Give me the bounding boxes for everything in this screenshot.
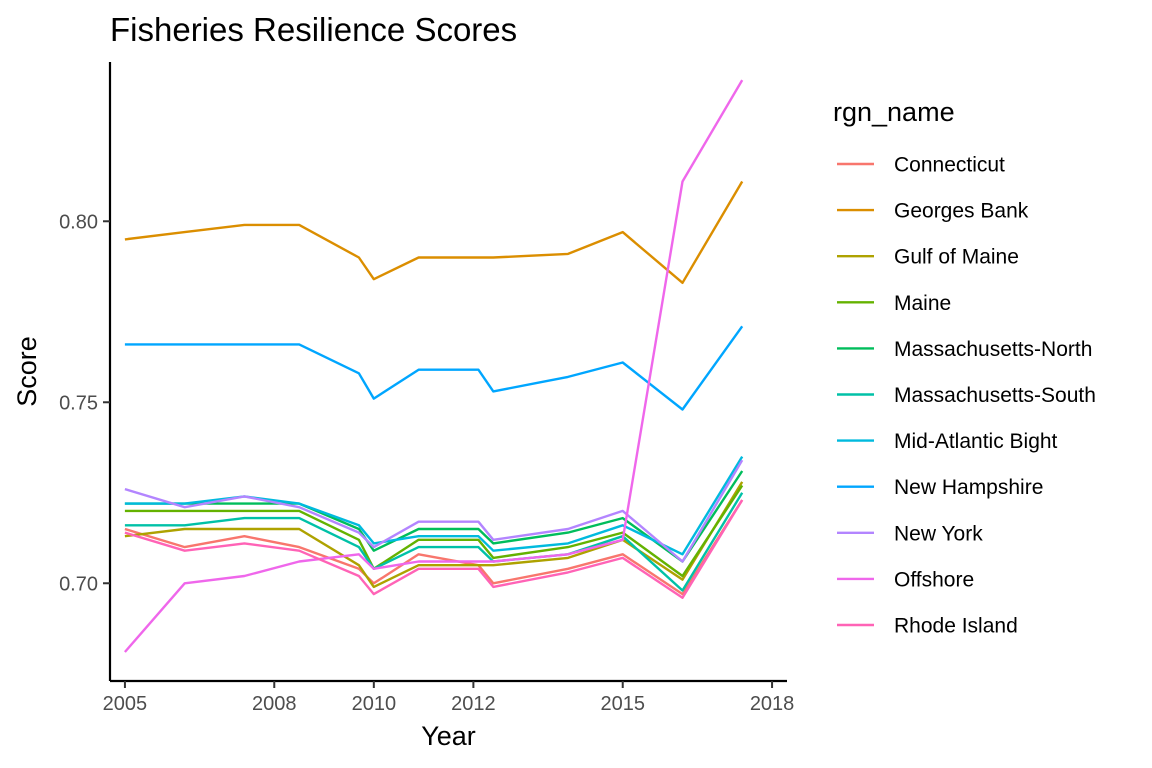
legend-item-new-york: New York [837,522,983,545]
series-line-massachusetts-north [124,470,744,563]
chart-title: Fisheries Resilience Scores [110,11,517,48]
legend-item-new-hampshire: New Hampshire [837,476,1043,499]
legend-label: Massachusetts-South [894,384,1096,407]
x-tick-label: 2010 [352,693,397,715]
series-line-connecticut [124,499,744,596]
series-line-new-hampshire [124,325,744,411]
legend-item-maine: Maine [837,292,951,315]
y-axis-ticks: 0.70 0.75 0.80 [59,211,110,595]
legend-item-massachusetts-south: Massachusetts-South [837,384,1096,407]
x-tick-label: 2008 [252,693,297,715]
legend-item-connecticut: Connecticut [837,154,1005,177]
legend-item-mid-atlantic-bight: Mid-Atlantic Bight [837,430,1058,453]
series-line-georges-bank [124,180,744,284]
legend-label: New York [894,522,983,545]
x-tick-label: 2012 [451,693,496,715]
legend-label: Rhode Island [894,615,1018,638]
series-layer [123,79,744,653]
y-tick-label: 0.80 [59,211,98,233]
y-axis-title: Score [12,336,42,407]
legend-label: Maine [894,292,951,315]
x-axis-title: Year [421,721,476,751]
legend-label: New Hampshire [894,476,1043,499]
legend-label: Connecticut [894,154,1005,177]
legend-item-rhode-island: Rhode Island [837,615,1018,638]
legend: Connecticut Georges Bank Gulf of Maine Main… [837,154,1096,638]
y-tick-label: 0.75 [59,392,98,414]
legend-label: Massachusetts-North [894,338,1092,361]
legend-label: Mid-Atlantic Bight [894,430,1058,453]
x-tick-label: 2015 [600,693,645,715]
x-tick-label: 2005 [103,693,148,715]
legend-label: Offshore [894,568,974,591]
series-line-offshore [123,79,744,653]
legend-title: rgn_name [833,97,955,127]
series-line-rhode-island [124,499,744,599]
y-tick-label: 0.70 [59,573,98,595]
legend-item-gulf-of-maine: Gulf of Maine [837,246,1019,269]
legend-item-offshore: Offshore [837,568,974,591]
legend-label: Gulf of Maine [894,246,1019,269]
series-line-new-york [124,459,744,563]
x-tick-label: 2018 [750,693,795,715]
legend-item-georges-bank: Georges Bank [837,200,1029,223]
legend-label: Georges Bank [894,200,1029,223]
legend-item-massachusetts-north: Massachusetts-North [837,338,1092,361]
x-axis-ticks: 2005 2008 2010 2012 2015 2018 [103,681,795,715]
